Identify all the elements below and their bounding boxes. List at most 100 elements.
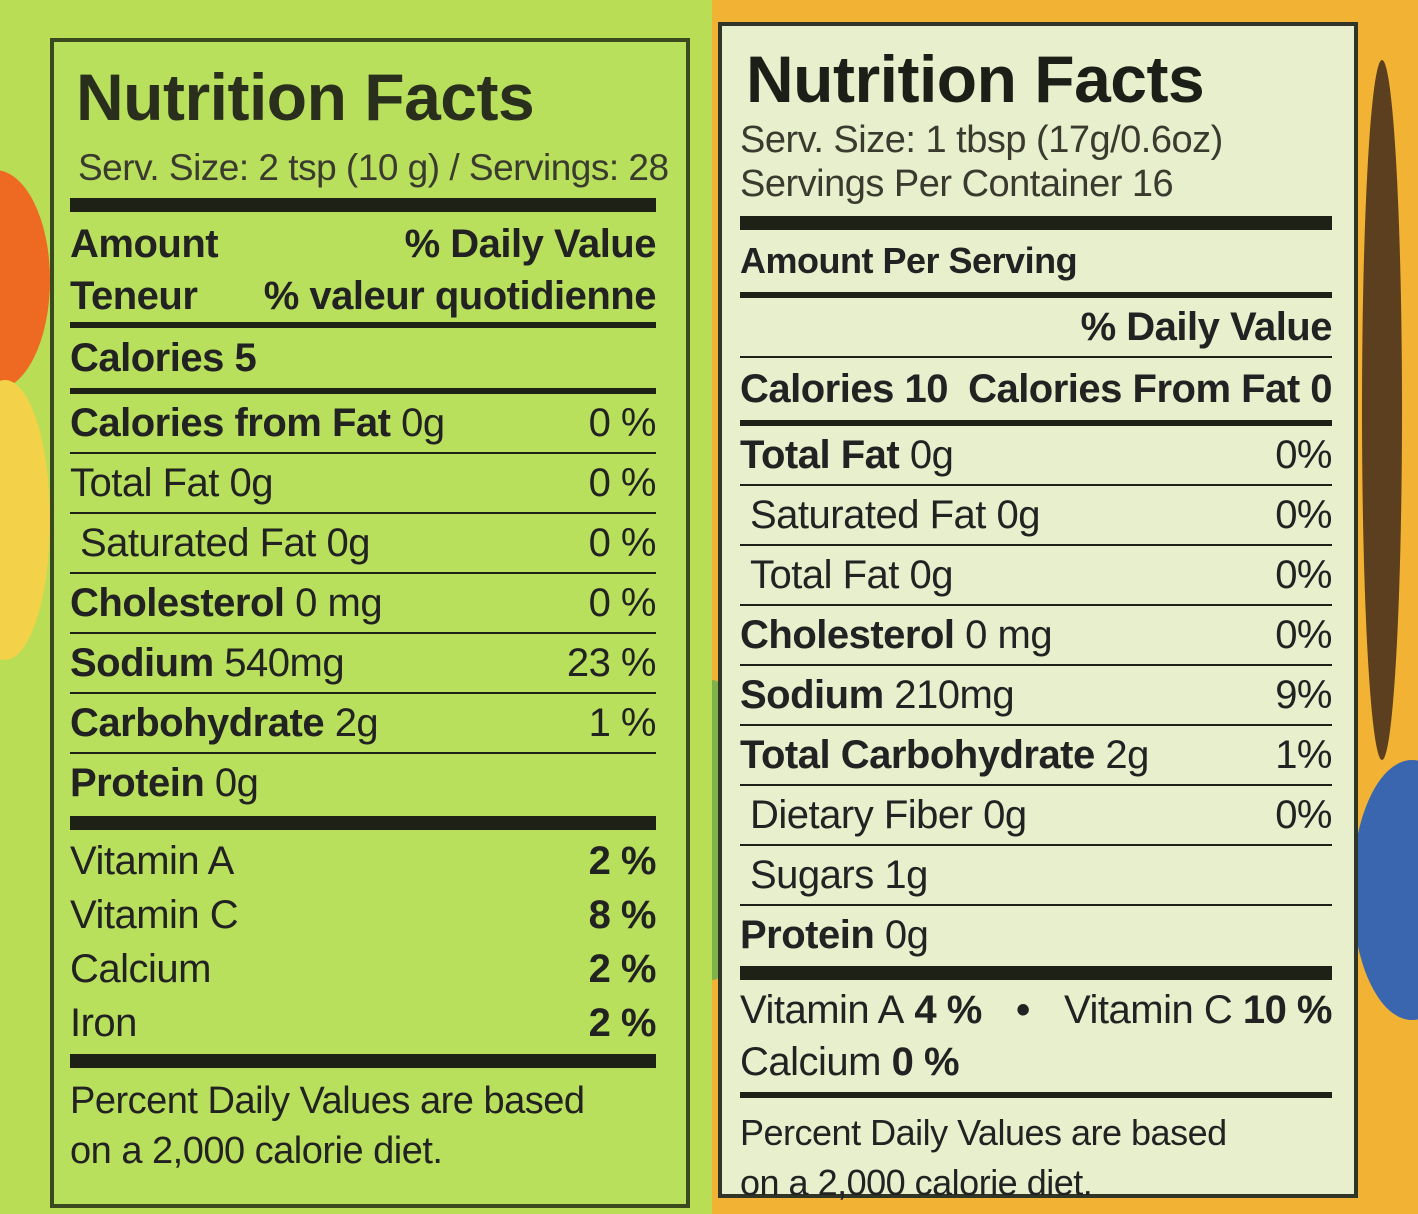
nutrient-row: Dietary Fiber 0g 0% [740,786,1332,844]
nutrient-list: Total Fat 0g 0% Saturated Fat 0g 0% Tota… [740,426,1332,964]
nutrient-row: Cholesterol 0 mg 0 % [70,574,657,632]
divider [740,216,1332,230]
footnote: Percent Daily Values are based on a 2,00… [740,1112,1227,1203]
dark-edge-graphic [1362,60,1402,760]
divider [70,752,656,754]
nutrient-name: Saturated Fat [80,521,316,565]
nutrient-row: Sodium 210mg 9% [740,666,1332,724]
vitamin-dv: 8 % [588,893,657,937]
nutrient-amount: 0g [983,793,1027,837]
nutrient-row: Total Fat 0g 0% [740,546,1332,604]
label-title: Nutrition Facts [746,42,1205,116]
yellow-graphic [0,380,50,660]
nutrient-dv: 0% [1275,553,1332,597]
nutrient-row: Total Fat 0g 0% [740,426,1332,484]
divider [740,664,1332,666]
header-row-fr: Teneur % valeur quotidienne [70,270,657,322]
vitamin-name: Vitamin C [70,893,239,937]
nutrient-name: Sodium [740,673,884,717]
nutrient-row: Saturated Fat 0g 0 % [70,514,657,572]
serving-info: Serv. Size: 2 tsp (10 g) / Servings: 28 [78,147,669,188]
divider [740,420,1332,426]
nutrient-amount: 0g [214,761,259,805]
vitamin-dv: 2 % [588,1001,657,1045]
divider [70,1054,656,1068]
nutrient-row: Cholesterol 0 mg 0% [740,606,1332,664]
vitamin-row: Calcium 2 % [70,942,657,996]
vitamin-c: Vitamin C [1064,988,1233,1032]
nutrient-name: Calories from Fat [70,401,391,445]
divider [740,604,1332,606]
nutrient-amount: 0g [909,433,954,477]
divider [740,844,1332,846]
nutrient-amount: 2g [334,701,379,745]
divider [740,292,1332,298]
divider [740,904,1332,906]
nutrient-amount: 0g [229,461,274,505]
divider [740,724,1332,726]
nutrient-name: Sodium [70,641,214,685]
divider [70,512,656,514]
calories-row: Calories 5 [70,328,656,388]
calories-row: Calories 10 Calories From Fat 0 [740,358,1332,420]
bullet-separator: • [1016,988,1030,1032]
nutrient-name: Dietary Fiber [750,793,973,837]
divider [70,452,656,454]
nutrient-name: Protein [740,913,875,957]
calcium-row: Calcium 0 % [740,1036,1332,1088]
nutrient-row: Total Fat 0g 0 % [70,454,657,512]
nutrient-amount: 0g [909,553,954,597]
divider [740,356,1332,358]
footnote: Percent Daily Values are based on a 2,00… [70,1080,585,1172]
vitamin-a: Vitamin A [740,988,904,1032]
nutrient-dv: 9% [1275,673,1332,717]
calories: Calories 5 [70,336,257,380]
dv-header-fr: % valeur quotidienne [263,274,657,318]
amount-per-serving-row: Amount Per Serving [740,230,1332,292]
nutrient-row: Carbohydrate 2g 1 % [70,694,657,752]
nutrient-name: Sugars [750,853,874,897]
vitamin-row: Vitamin C 8 % [70,888,657,942]
divider [740,544,1332,546]
amount-per-serving: Amount Per Serving [740,240,1078,281]
orange-fruit-graphic [0,170,50,390]
amount-header-fr: Teneur [70,274,198,318]
nutrient-name: Cholesterol [70,581,285,625]
vitamin-name: Calcium [70,947,211,991]
divider [70,198,656,212]
nutrient-dv: 1% [1275,733,1332,777]
nutrient-amount: 540mg [224,641,345,685]
nutrient-amount: 1g [884,853,928,897]
nutrient-dv: 0% [1275,493,1332,537]
nutrient-amount: 2g [1105,733,1149,777]
vitamin-row: Vitamin A 2 % [70,834,657,888]
nutrient-amount: 0g [884,913,929,957]
calories-from-fat: Calories From Fat 0 [968,367,1332,411]
label-title: Nutrition Facts [76,60,535,134]
nutrient-name: Total Fat [70,461,219,505]
servings-per-container: Servings Per Container 16 [740,163,1174,205]
divider [740,966,1332,980]
vitamin-dv: 2 % [588,947,657,991]
divider [70,816,656,830]
nutrient-list: Calories from Fat 0g 0 % Total Fat 0g 0 … [70,394,657,812]
vitamin-row: Iron 2 % [70,996,657,1050]
nutrient-name: Saturated Fat [750,493,986,537]
nutrient-row: Sodium 540mg 23 % [70,634,657,692]
nutrient-amount: 0g [996,493,1041,537]
blue-graphic [1352,760,1418,1020]
nutrient-name: Protein [70,761,205,805]
divider [740,784,1332,786]
calcium-dv: 0 % [891,1040,960,1084]
nutrient-dv: 0 % [588,401,657,445]
divider [70,692,656,694]
nutrient-row: Protein 0g [70,754,656,812]
right-nutrition-label: Nutrition Facts Serv. Size: 1 tbsp (17g/… [718,22,1358,1203]
divider [70,632,656,634]
vitamin-c-dv: 10 % [1242,988,1333,1032]
nutrient-name: Total Fat [740,433,900,477]
dv-header-row: % Daily Value [740,298,1333,356]
nutrient-dv: 0% [1275,613,1332,657]
nutrient-row: Calories from Fat 0g 0 % [70,394,657,452]
nutrient-amount: 210mg [894,673,1015,717]
